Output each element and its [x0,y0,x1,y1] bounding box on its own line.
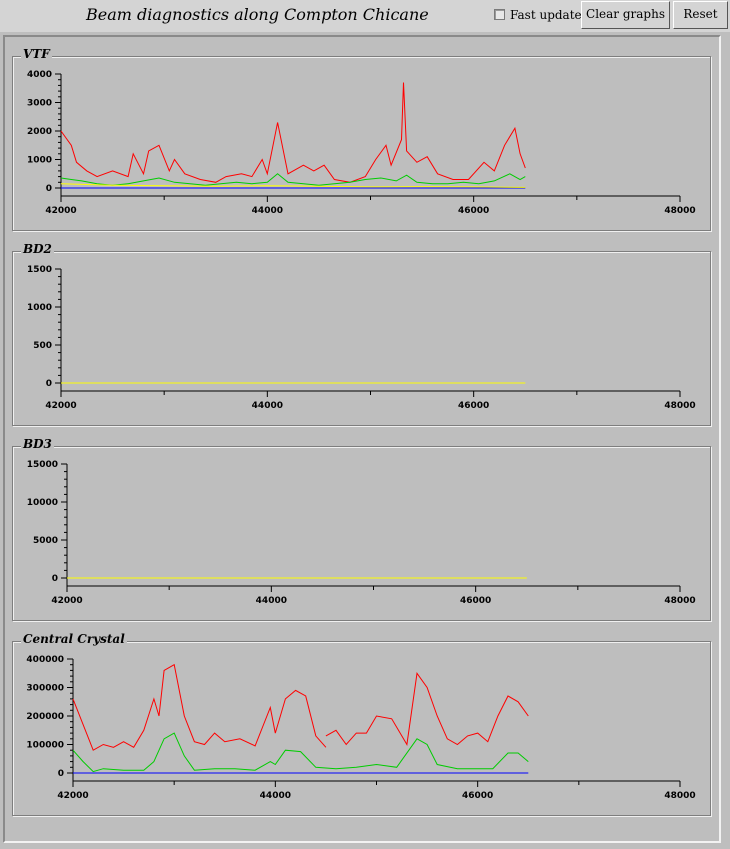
y-tick-label: 1500 [27,265,52,275]
chart-canvas: 0 5000 10000 15000 42000 44000 46000 48000 [27,460,696,606]
page-title: Beam diagnostics along Compton Chicane [86,5,429,24]
fast-updates-checkbox[interactable]: Fast updates [494,8,588,22]
y-tick-label: 0 [46,379,52,389]
series-line-0 [72,663,327,751]
checkbox-box[interactable] [494,9,505,20]
y-tick-label: 1000 [27,303,52,313]
chart-canvas: 0 500 1000 1500 42000 44000 46000 48000 [27,265,696,411]
y-tick-label: 5000 [33,536,58,546]
y-tick-label: 0 [52,574,58,584]
x-tick-label: 42000 [45,401,76,411]
graphs-frame [3,35,721,843]
header-bar: Beam diagnostics along Compton Chicane F… [0,0,730,32]
y-tick-label: 0 [58,769,64,779]
y-tick-label: 300000 [26,684,64,694]
x-tick-label: 46000 [460,596,491,606]
x-tick-label: 44000 [252,401,283,411]
series-line-1 [325,671,529,746]
vtf-graph-title: VTF [21,47,52,61]
chart-canvas: 0 1000 2000 3000 4000 42000 44000 46000 48000 [27,70,696,216]
y-tick-label: 4000 [27,70,52,80]
x-tick-label: 44000 [260,791,291,801]
central-crystal-graph-title: Central Crystal [21,632,127,646]
bd2-graph-title: BD2 [21,242,54,256]
y-tick-label: 400000 [26,655,64,665]
x-tick-label: 46000 [462,791,493,801]
x-tick-label: 48000 [664,401,695,411]
central-crystal-graph-panel: Central Crystal 0 100000 200000 300000 40000… [12,632,711,816]
bd3-graph-panel: BD3 0 5000 10000 15000 42000 44000 46000 48000 [12,437,711,621]
y-tick-label: 2000 [27,127,52,137]
x-tick-label: 42000 [51,596,82,606]
x-tick-label: 44000 [252,206,283,216]
series-line-3 [60,183,526,188]
x-tick-label: 46000 [458,206,489,216]
reset-button[interactable]: Reset [673,1,728,29]
y-tick-label: 0 [46,184,52,194]
y-tick-label: 1000 [27,156,52,166]
series-line-2 [72,732,529,773]
y-tick-label: 200000 [26,712,64,722]
clear-graphs-button[interactable]: Clear graphs [581,1,670,29]
x-tick-label: 46000 [458,401,489,411]
y-tick-label: 500 [33,341,52,351]
x-tick-label: 42000 [45,206,76,216]
x-tick-label: 48000 [664,206,695,216]
x-tick-label: 44000 [256,596,287,606]
y-tick-label: 15000 [27,460,58,470]
y-tick-label: 3000 [27,99,52,109]
chart-canvas: 0 100000 200000 300000 400000 42000 44000 46000… [26,655,695,801]
bd3-graph-title: BD3 [21,437,54,451]
x-tick-label: 48000 [664,596,695,606]
fast-updates-label: Fast updates [510,8,588,22]
y-tick-label: 100000 [26,741,64,751]
x-tick-label: 48000 [664,791,695,801]
y-tick-label: 10000 [27,498,58,508]
bd2-graph-panel: BD2 0 500 1000 1500 42000 44000 46000 48000 [12,242,711,426]
series-line-1 [60,173,526,186]
vtf-graph-panel: VTF 0 1000 2000 3000 4000 42000 44000 46000 4800… [12,47,711,231]
x-tick-label: 42000 [57,791,88,801]
series-line-0 [60,82,526,183]
